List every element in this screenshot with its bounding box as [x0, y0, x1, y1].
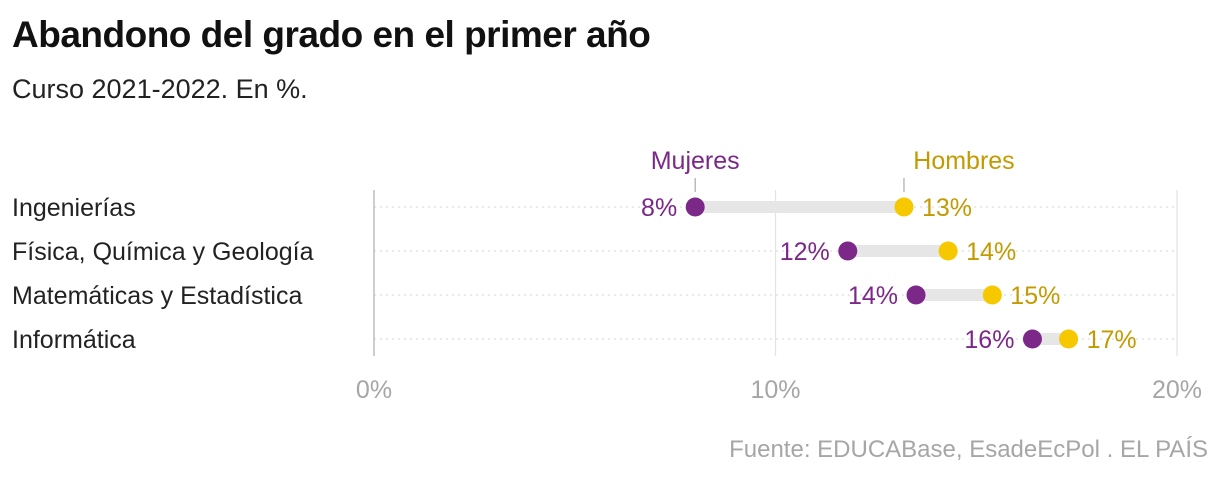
legend-layer: Mujeres Hombres	[651, 147, 1015, 192]
category-label: Matemáticas y Estadística	[12, 282, 302, 310]
grid-layer: 0% 10% 20%	[356, 190, 1202, 404]
x-tick-label: 20%	[1152, 376, 1202, 404]
mujeres-dot	[838, 241, 858, 261]
category-label: Física, Química y Geología	[12, 238, 314, 266]
x-tick-label: 10%	[750, 376, 800, 404]
chart-title: Abandono del grado en el primer año	[12, 14, 651, 55]
source-note: Fuente: EDUCABase, EsadeEcPol . EL PAÍS	[729, 436, 1208, 463]
hombres-dot	[1059, 329, 1079, 349]
hombres-value-label: 15%	[1010, 282, 1060, 310]
legend-hombres: Hombres	[913, 147, 1014, 175]
rows-layer: Ingenierías Física, Química y Geología Mat…	[12, 194, 314, 354]
mujeres-value-label: 8%	[641, 194, 677, 222]
mujeres-value-label: 14%	[848, 282, 898, 310]
hombres-dot	[938, 241, 958, 261]
mujeres-dot	[906, 285, 926, 305]
hombres-value-label: 13%	[922, 194, 972, 222]
mujeres-value-label: 12%	[780, 238, 830, 266]
chart-subtitle: Curso 2021-2022. En %.	[12, 74, 308, 104]
hombres-value-label: 17%	[1087, 326, 1137, 354]
x-tick-label: 0%	[356, 376, 392, 404]
mujeres-dot	[1022, 329, 1042, 349]
category-label: Ingenierías	[12, 194, 136, 222]
hombres-dot	[894, 197, 914, 217]
hombres-value-label: 14%	[966, 238, 1016, 266]
legend-mujeres: Mujeres	[651, 147, 740, 175]
mujeres-dot	[685, 197, 705, 217]
hombres-dot	[982, 285, 1002, 305]
marks-layer: 8% 13% 12% 14% 14% 15% 16% 17%	[641, 194, 1137, 354]
mujeres-value-label: 16%	[964, 326, 1014, 354]
category-label: Informática	[12, 326, 136, 354]
